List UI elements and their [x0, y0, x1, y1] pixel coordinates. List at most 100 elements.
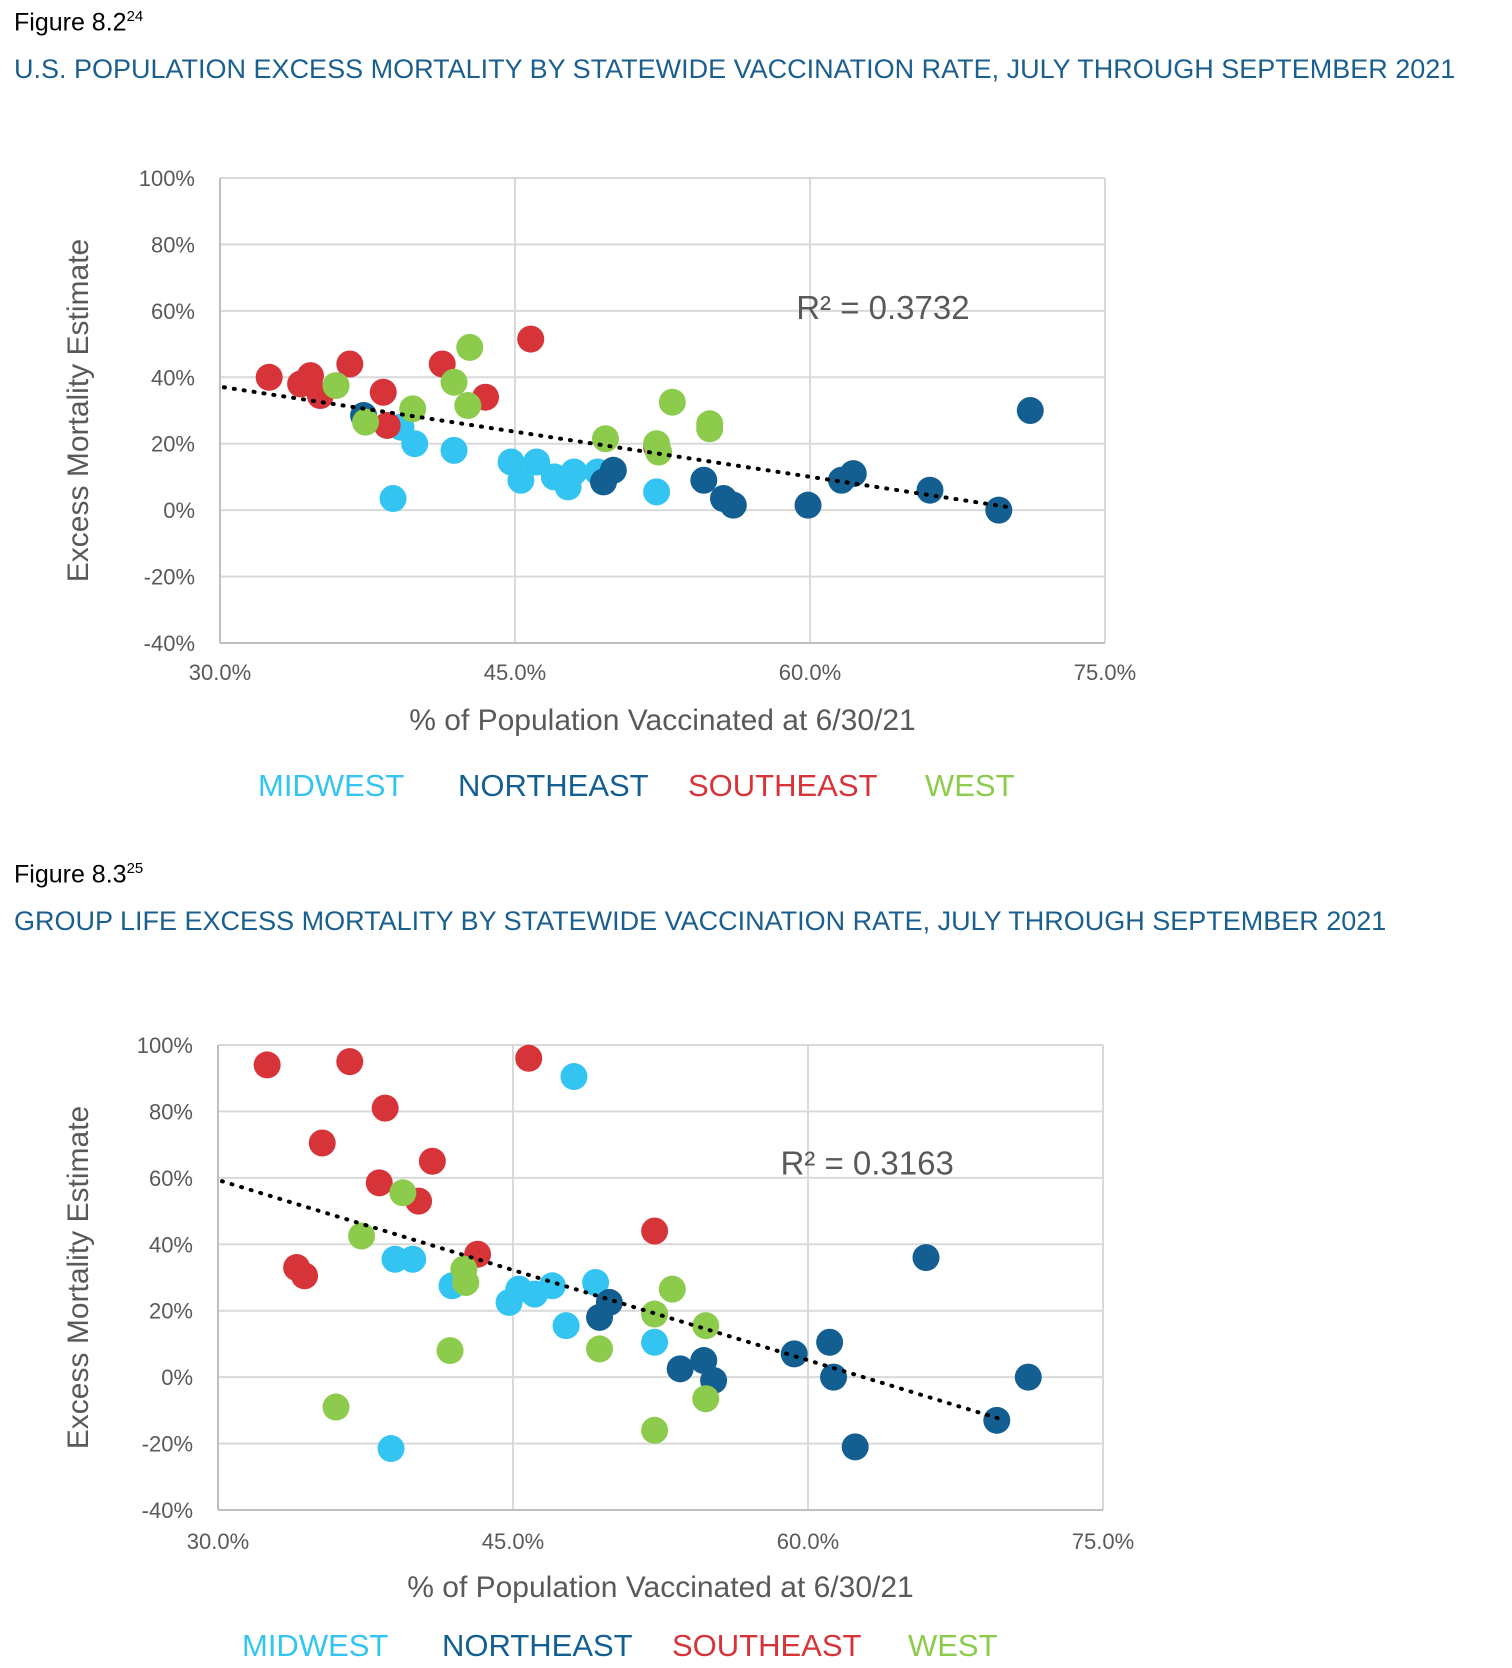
x-tick-label: 75.0% — [1074, 660, 1136, 685]
r-squared-label: R² = 0.3163 — [780, 1145, 953, 1182]
legend-northeast: NORTHEAST — [458, 768, 649, 803]
data-point-midwest — [399, 1245, 427, 1273]
data-point-southeast — [336, 350, 364, 378]
data-point-midwest — [401, 430, 429, 458]
data-point-west — [348, 1222, 376, 1250]
data-point-west — [399, 395, 427, 423]
y-axis-title: Excess Mortality Estimate — [62, 1106, 95, 1449]
data-point-midwest — [560, 1063, 588, 1091]
data-point-west — [591, 425, 619, 453]
figure-8-2: Figure 8.224 U.S. POPULATION EXCESS MORT… — [14, 8, 1455, 803]
data-point-southeast — [515, 1044, 543, 1072]
figure-8-3: Figure 8.325 GROUP LIFE EXCESS MORTALITY… — [0, 852, 1512, 1668]
y-tick-label: 60% — [151, 299, 195, 324]
legend-west: WEST — [908, 1628, 998, 1663]
x-tick-label: 60.0% — [779, 660, 841, 685]
data-point-northeast — [666, 1355, 694, 1383]
data-point-southeast — [641, 1217, 669, 1245]
data-point-midwest — [641, 1328, 669, 1356]
data-point-southeast — [255, 363, 283, 391]
legend-southeast: SOUTHEAST — [688, 768, 878, 803]
data-point-midwest — [552, 1312, 580, 1340]
data-point-southeast — [369, 378, 397, 406]
y-tick-label: 40% — [151, 365, 195, 390]
y-tick-label: 0% — [161, 1365, 193, 1390]
data-point-southeast — [418, 1147, 446, 1175]
x-tick-label: 30.0% — [187, 1529, 249, 1554]
figure-title: GROUP LIFE EXCESS MORTALITY BY STATEWIDE… — [14, 906, 1387, 936]
data-point-northeast — [599, 456, 627, 484]
legend-midwest: MIDWEST — [258, 768, 405, 803]
y-tick-label: 60% — [149, 1166, 193, 1191]
data-point-midwest — [643, 478, 671, 506]
data-point-midwest — [582, 1268, 610, 1296]
y-tick-label: 80% — [151, 232, 195, 257]
y-axis-title: Excess Mortality Estimate — [62, 239, 95, 582]
data-point-midwest — [523, 448, 551, 476]
y-tick-label: -20% — [142, 1432, 193, 1457]
data-point-west — [641, 1416, 669, 1444]
scatter-chart-us-population: -40% -20% 0% 20% 40% 60% 80% 100% 30.0% 45.0% 60.0… — [62, 166, 1136, 737]
x-axis-title: % of Population Vaccinated at 6/30/21 — [409, 704, 915, 737]
scatter-chart-group-life: -40% -20% 0% 20% 40% 60% 80% 100% 30.0% 45.0% 60.0… — [62, 1033, 1134, 1604]
data-point-northeast — [985, 496, 1013, 524]
data-point-northeast — [780, 1340, 808, 1368]
data-point-west — [322, 1393, 350, 1421]
legend-northeast: NORTHEAST — [442, 1628, 633, 1663]
legend-southeast: SOUTHEAST — [672, 1628, 862, 1663]
figure-label: Figure 8.224 — [14, 8, 144, 37]
data-point-west — [692, 1385, 720, 1413]
data-point-west — [440, 368, 468, 396]
data-point-northeast — [595, 1288, 623, 1316]
footnote-ref: 25 — [126, 860, 144, 877]
trendline — [221, 385, 1009, 509]
data-point-west — [692, 1312, 720, 1340]
data-point-west — [452, 1268, 480, 1296]
x-tick-label: 60.0% — [777, 1529, 839, 1554]
figure-label: Figure 8.325 — [14, 860, 144, 889]
x-axis-title: % of Population Vaccinated at 6/30/21 — [407, 1571, 913, 1604]
x-tick-label: 45.0% — [482, 1529, 544, 1554]
data-point-northeast — [1014, 1363, 1042, 1391]
y-tick-label: -20% — [144, 565, 195, 590]
footnote-ref: 24 — [126, 8, 144, 25]
data-point-northeast — [816, 1328, 844, 1356]
data-point-southeast — [371, 1094, 399, 1122]
data-point-southeast — [365, 1169, 393, 1197]
data-point-west — [322, 372, 350, 400]
legend-midwest: MIDWEST — [242, 1628, 389, 1663]
data-point-northeast — [794, 491, 822, 519]
y-tick-label: -40% — [144, 631, 195, 656]
y-tick-label: -40% — [142, 1498, 193, 1523]
data-point-west — [658, 1275, 686, 1303]
x-tick-label: 75.0% — [1072, 1529, 1134, 1554]
data-point-northeast — [690, 466, 718, 494]
data-point-midwest — [440, 436, 468, 464]
y-tick-label: 80% — [149, 1099, 193, 1124]
data-point-west — [352, 408, 380, 436]
data-point-southeast — [336, 1048, 364, 1076]
data-point-southeast — [308, 1129, 336, 1157]
data-point-northeast — [983, 1406, 1011, 1434]
x-tick-label: 45.0% — [484, 660, 546, 685]
legend-west: WEST — [925, 768, 1015, 803]
y-tick-label: 20% — [151, 432, 195, 457]
data-point-west — [658, 388, 686, 416]
data-point-midwest — [538, 1272, 566, 1300]
data-point-west — [436, 1337, 464, 1365]
data-point-northeast — [820, 1363, 848, 1391]
data-point-midwest — [507, 466, 535, 494]
data-point-southeast — [291, 1262, 319, 1290]
y-tick-label: 40% — [149, 1232, 193, 1257]
data-point-northeast — [690, 1347, 718, 1375]
y-tick-label: 0% — [163, 498, 195, 523]
data-point-northeast — [916, 476, 944, 504]
data-point-southeast — [373, 411, 401, 439]
data-point-northeast — [839, 460, 867, 488]
data-point-northeast — [912, 1244, 940, 1272]
data-point-west — [586, 1335, 614, 1363]
data-point-midwest — [377, 1435, 405, 1463]
data-point-midwest — [560, 458, 588, 486]
data-point-midwest — [379, 485, 407, 513]
data-point-southeast — [253, 1051, 281, 1079]
